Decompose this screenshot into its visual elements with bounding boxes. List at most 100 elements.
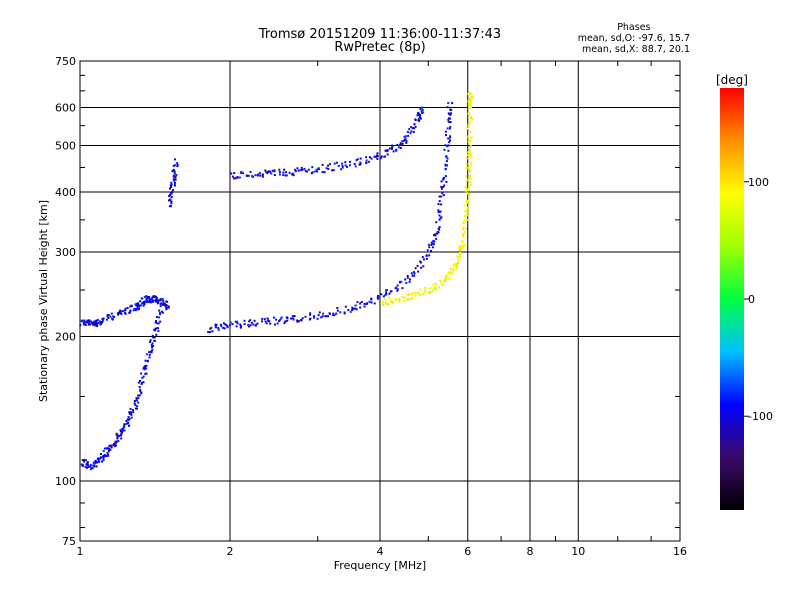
data-point-o [94,460,97,463]
data-point-o [145,353,148,356]
data-point-x [461,246,464,249]
data-point-o [142,300,145,303]
data-point-o [143,368,146,371]
data-point-o [412,271,415,273]
data-point-o [292,172,295,175]
data-point-o [140,297,143,300]
data-point-o [228,324,231,327]
data-point-o [385,289,388,291]
data-point-o [321,315,324,318]
data-point-o [376,152,379,155]
data-point-o [412,131,415,134]
data-point-o [337,164,340,167]
data-point-o [252,175,255,178]
data-point-x [381,300,384,303]
data-point-o [356,301,359,304]
data-point-x [468,181,471,183]
data-point-x [424,289,427,292]
data-point-o [396,143,399,146]
data-point-o [105,318,108,321]
data-point-o [442,186,445,188]
data-point-o [447,102,450,104]
data-point-o [316,170,319,173]
data-point-o [414,125,417,128]
data-point-o [405,140,408,143]
data-point-o [449,126,452,129]
y-tick-label: 400 [55,186,76,199]
data-point-o [437,227,440,230]
data-point-o [159,320,162,323]
data-point-o [140,392,143,395]
data-point-o [117,440,120,442]
data-point-x [462,234,465,237]
data-point-x [438,279,441,282]
data-point-x [464,227,467,230]
data-point-o [434,234,437,237]
data-point-x [469,130,472,133]
data-point-x [417,292,420,295]
data-point-o [115,444,117,447]
data-point-o [144,365,147,367]
data-point-o [341,166,344,169]
data-points [79,92,474,471]
data-point-o [264,320,267,323]
data-point-o [116,437,119,440]
data-point-o [96,319,99,321]
data-point-o [148,351,151,354]
data-point-x [450,272,453,275]
data-point-o [271,169,274,172]
data-point-x [468,194,471,197]
data-point-o [103,454,106,456]
chart-title: Tromsø 20151209 11:36:00-11:37:43 [258,27,502,42]
data-point-o [114,441,117,444]
data-point-o [113,315,116,318]
data-point-o [107,316,110,319]
data-point-o [380,293,383,296]
data-point-o [165,304,168,307]
data-point-o [223,327,226,330]
data-point-o [135,397,138,400]
data-point-o [309,312,312,315]
data-point-o [341,165,344,168]
data-point-o [172,178,175,181]
data-point-o [375,155,378,158]
data-point-o [418,117,421,120]
data-point-x [467,124,470,127]
data-point-o [172,175,175,178]
data-point-x [432,289,434,292]
data-point-o [159,313,162,316]
data-point-o [155,320,158,322]
data-point-o [107,454,110,457]
data-point-x [398,301,401,304]
data-point-x [463,243,466,246]
data-point-x [452,265,455,268]
data-point-x [469,155,472,158]
data-point-o [370,298,373,301]
data-point-o [152,300,154,303]
data-point-o [385,291,388,294]
data-point-o [315,168,318,171]
data-point-x [456,258,459,261]
data-point-o [267,170,270,173]
data-point-o [320,316,323,319]
data-point-o [173,183,176,185]
data-point-x [435,288,438,291]
data-point-o [165,305,167,308]
data-point-x [469,177,472,180]
data-point-o [399,143,402,146]
x-tick-label: 16 [673,545,687,558]
data-point-o [313,170,316,173]
data-point-o [123,423,126,426]
data-point-o [269,170,272,173]
data-point-o [120,432,123,435]
chart-subtitle: RwPretec (8p) [334,40,426,55]
data-point-o [171,190,174,193]
data-point-x [469,153,472,156]
data-point-o [240,171,243,173]
data-point-o [438,218,441,221]
data-point-x [385,303,388,306]
data-point-o [100,321,102,324]
data-point-o [360,301,363,303]
data-point-o [254,174,257,177]
data-point-o [101,321,104,323]
